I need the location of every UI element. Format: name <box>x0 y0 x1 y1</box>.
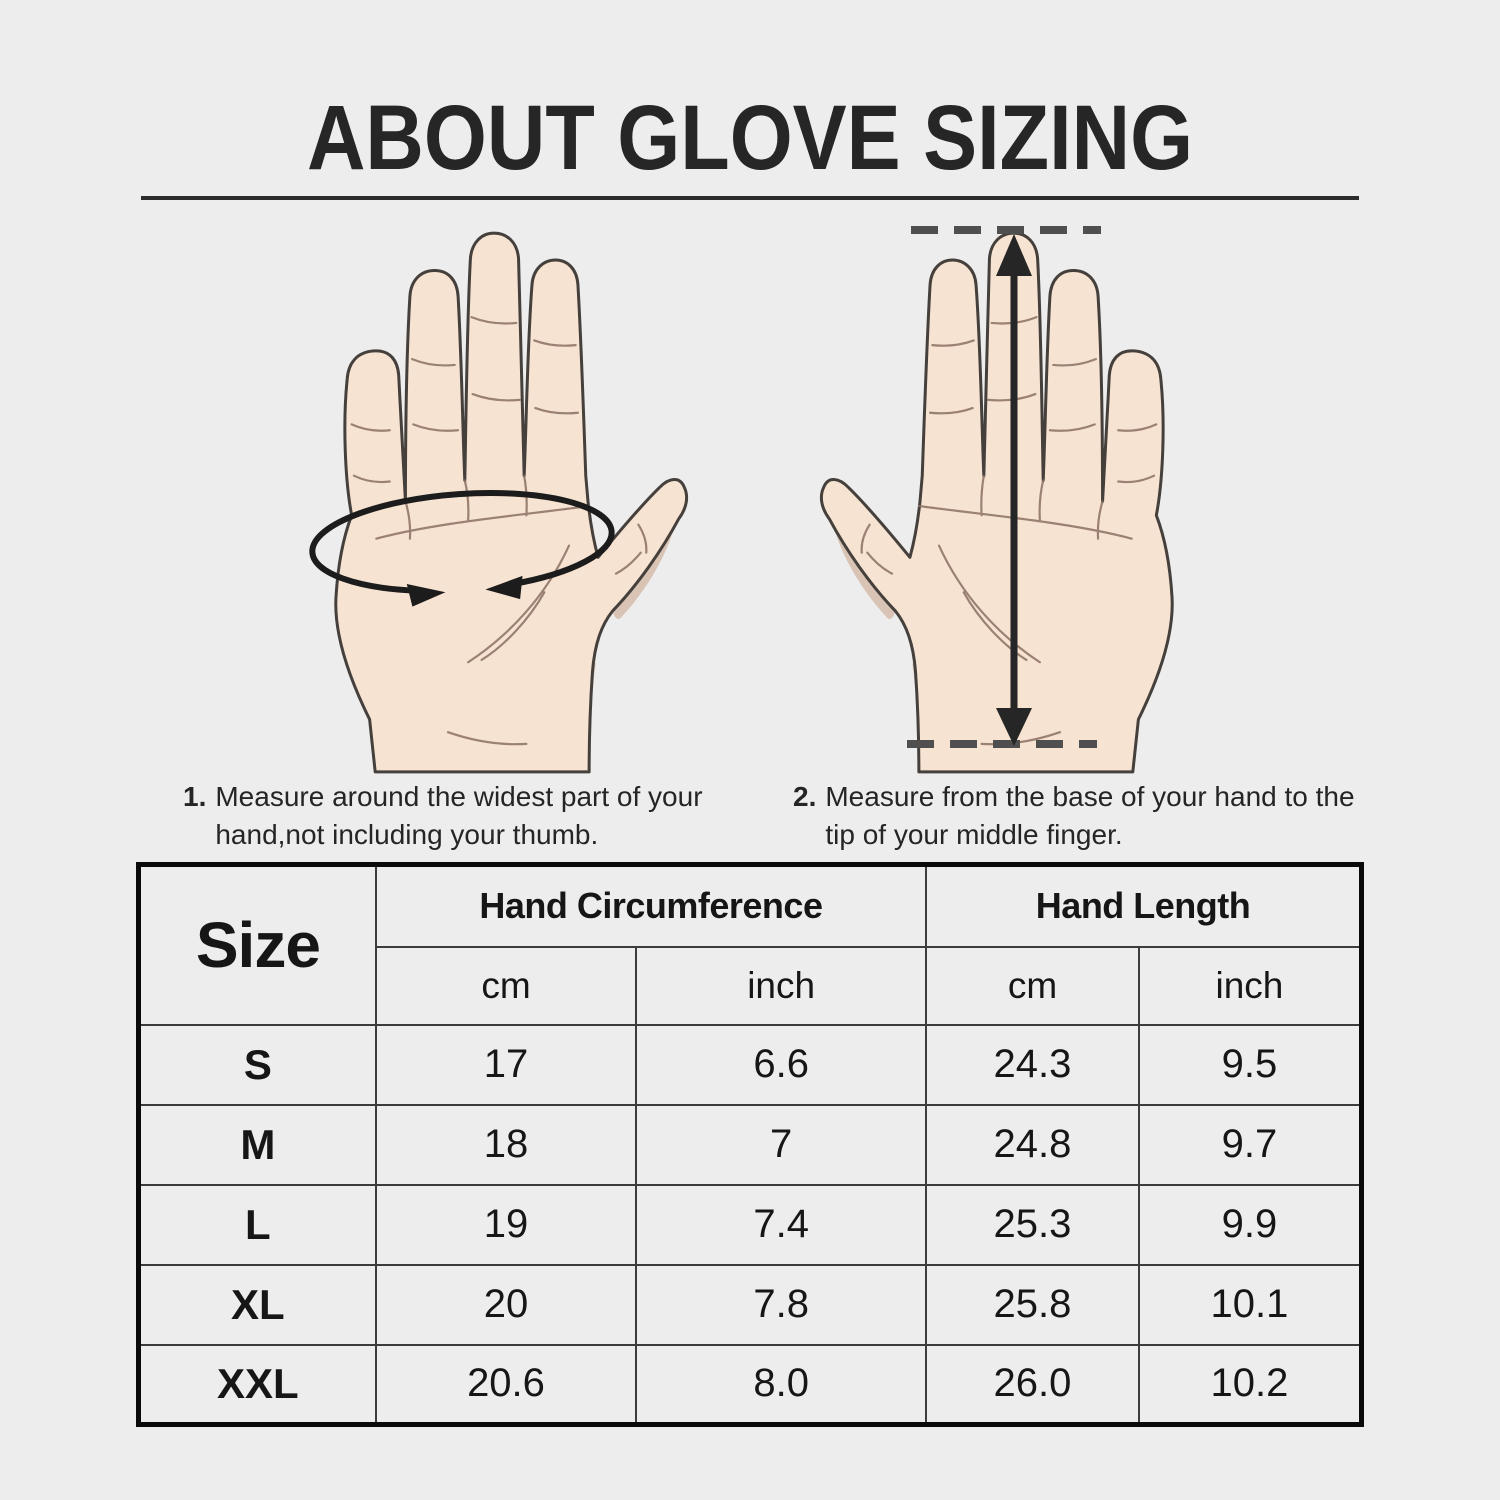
size-value: L <box>137 1183 377 1266</box>
circumference-inch-value: 6.6 <box>635 1023 928 1106</box>
page-title: ABOUT GLOVE SIZING <box>306 87 1194 189</box>
length-cm-value: 24.3 <box>925 1023 1140 1106</box>
circumference-cm-value: 19 <box>374 1183 638 1266</box>
instruction-circumference: 1. Measure around the widest part of you… <box>183 778 745 854</box>
instruction-text: Measure around the widest part of your h… <box>215 781 703 851</box>
length-cm-value: 24.8 <box>925 1103 1140 1186</box>
arrow-right-head <box>406 583 446 607</box>
arrow-up-head <box>996 234 1032 276</box>
table-header-row: Size Hand Circumference Hand Length <box>137 863 1363 1026</box>
length-inch-value: 10.2 <box>1137 1343 1363 1426</box>
header-hand-circumference: Hand Circumference <box>374 863 928 948</box>
table-row-xxl: XXL 20.6 8.0 26.0 10.2 <box>137 1343 1363 1426</box>
length-inch-value: 9.9 <box>1137 1183 1363 1266</box>
circumference-inch-value: 8.0 <box>635 1343 928 1426</box>
size-value: S <box>137 1023 377 1106</box>
instruction-text: Measure from the base of your hand to th… <box>825 781 1355 851</box>
circumference-cm-value: 20 <box>374 1263 638 1346</box>
size-value: M <box>137 1103 377 1186</box>
table-row-l: L 19 7.4 25.3 9.9 <box>137 1183 1363 1266</box>
header-hand-length: Hand Length <box>925 863 1363 948</box>
circumference-inch-value: 7.4 <box>635 1183 928 1266</box>
size-value: XXL <box>137 1343 377 1426</box>
instruction-number: 1. <box>183 781 207 812</box>
unit-circumference-inch: inch <box>635 945 928 1026</box>
circumference-cm-value: 20.6 <box>374 1343 638 1426</box>
size-table: Size Hand Circumference Hand Length cm i… <box>136 862 1364 1427</box>
size-value: XL <box>137 1263 377 1346</box>
circumference-cm-value: 18 <box>374 1103 638 1186</box>
length-inch-value: 9.7 <box>1137 1103 1363 1186</box>
title-divider <box>141 196 1359 200</box>
table-unit-row: cm inch cm inch <box>139 945 1363 1026</box>
header-size: Size <box>137 863 377 1026</box>
arrow-down-head <box>996 708 1032 746</box>
length-inch-value: 10.1 <box>1137 1263 1363 1346</box>
circumference-ellipse-arrow-icon <box>309 489 615 607</box>
unit-length-inch: inch <box>1137 945 1363 1026</box>
size-table-body: S 17 6.6 24.3 9.5 M 18 7 24.8 9.7 L 19 7… <box>137 1023 1363 1426</box>
instruction-number: 2. <box>793 781 817 812</box>
circumference-cm-value: 17 <box>374 1023 638 1106</box>
length-cm-value: 26.0 <box>925 1343 1140 1426</box>
unit-length-cm: cm <box>925 945 1140 1026</box>
length-cm-value: 25.3 <box>925 1183 1140 1266</box>
right-hand <box>819 231 1174 774</box>
hand-length-illustration <box>819 226 1174 774</box>
table-row-s: S 17 6.6 24.3 9.5 <box>137 1023 1363 1106</box>
hand-circumference-illustration <box>309 231 689 774</box>
circumference-inch-value: 7.8 <box>635 1263 928 1346</box>
table-row-m: M 18 7 24.8 9.7 <box>137 1103 1363 1186</box>
length-cm-value: 25.8 <box>925 1263 1140 1346</box>
length-double-arrow-icon <box>996 234 1032 746</box>
length-inch-value: 9.5 <box>1137 1023 1363 1106</box>
instruction-length: 2. Measure from the base of your hand to… <box>793 778 1361 854</box>
unit-circumference-cm: cm <box>374 945 638 1026</box>
table-row-xl: XL 20 7.8 25.8 10.1 <box>137 1263 1363 1346</box>
arrow-left-head <box>485 575 523 600</box>
circumference-inch-value: 7 <box>635 1103 928 1186</box>
